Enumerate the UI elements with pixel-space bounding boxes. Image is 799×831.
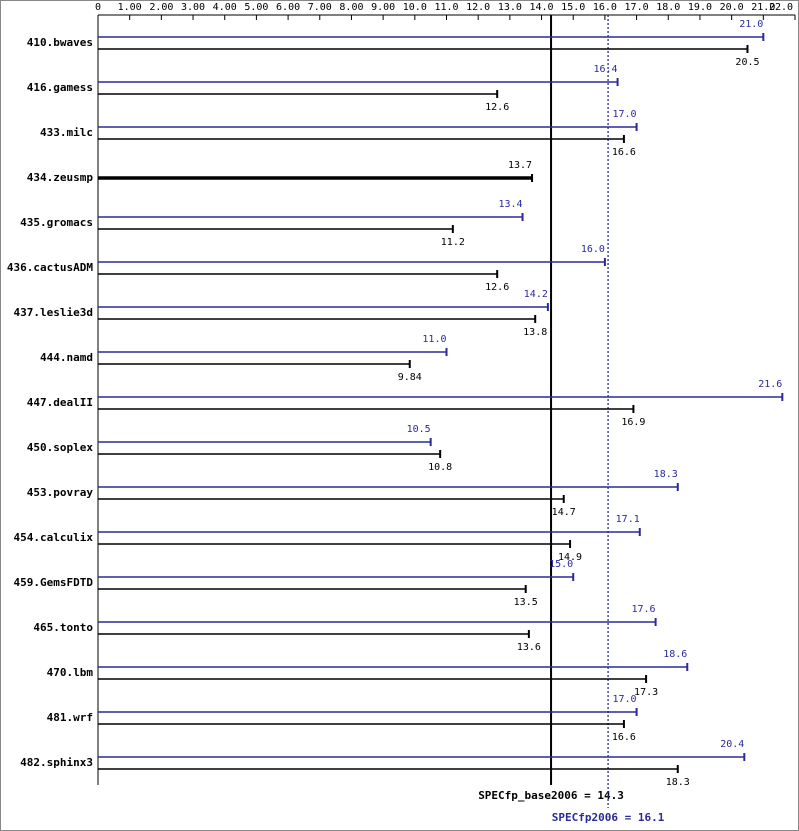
value-label: 20.4 (720, 739, 744, 750)
x-tick-label: 17.0 (625, 2, 649, 13)
category-label: 437.leslie3d (14, 306, 93, 319)
x-tick-label: 13.0 (498, 2, 522, 13)
category-label: 410.bwaves (27, 36, 93, 49)
x-tick-label: 11.0 (434, 2, 458, 13)
value-label: 18.6 (663, 649, 687, 660)
value-label: 10.8 (428, 462, 452, 473)
value-label: 13.5 (514, 597, 538, 608)
x-tick-label: 5.00 (244, 2, 268, 13)
value-label: 16.4 (593, 64, 617, 75)
value-label: 15.0 (549, 559, 573, 570)
x-tick-label: 3.00 (181, 2, 205, 13)
value-label: 16.0 (581, 244, 605, 255)
value-label: 13.6 (517, 642, 541, 653)
x-tick-label: 21.0 (751, 2, 775, 13)
category-label: 434.zeusmp (27, 171, 94, 184)
x-tick-label: 12.0 (466, 2, 490, 13)
value-label: 18.3 (666, 777, 690, 788)
x-tick-label: 16.0 (593, 2, 617, 13)
value-label: 17.3 (634, 687, 658, 698)
x-tick-label: 14.0 (529, 2, 553, 13)
category-label: 459.GemsFDTD (14, 576, 94, 589)
category-label: 481.wrf (47, 711, 93, 724)
value-label: 10.5 (407, 424, 431, 435)
value-label: 14.9 (558, 552, 582, 563)
reference-label: SPECfp2006 = 16.1 (552, 811, 665, 824)
category-label: 435.gromacs (20, 216, 93, 229)
x-tick-label: 8.00 (339, 2, 363, 13)
x-tick-label: 2.00 (149, 2, 173, 13)
category-label: 454.calculix (14, 531, 94, 544)
category-label: 436.cactusADM (7, 261, 93, 274)
category-label: 416.gamess (27, 81, 93, 94)
category-label: 470.lbm (47, 666, 94, 679)
x-tick-label: 0 (95, 2, 101, 13)
category-label: 447.dealII (27, 396, 93, 409)
x-tick-label: 9.00 (371, 2, 395, 13)
category-label: 433.milc (40, 126, 93, 139)
value-label: 9.84 (398, 372, 422, 383)
value-label: 20.5 (735, 57, 759, 68)
value-label: 11.2 (441, 237, 465, 248)
value-label: 13.8 (523, 327, 547, 338)
x-tick-label: 6.00 (276, 2, 300, 13)
value-label: 21.6 (758, 379, 782, 390)
x-tick-label: 22.0 (769, 2, 793, 13)
x-tick-label: 7.00 (308, 2, 332, 13)
value-label: 21.0 (739, 19, 763, 30)
category-label: 482.sphinx3 (20, 756, 93, 769)
value-label: 12.6 (485, 282, 509, 293)
x-tick-label: 18.0 (656, 2, 680, 13)
value-label: 13.4 (498, 199, 522, 210)
value-label: 16.9 (621, 417, 645, 428)
value-label: 11.0 (422, 334, 446, 345)
value-label: 14.7 (552, 507, 576, 518)
category-label: 453.povray (27, 486, 94, 499)
x-tick-label: 15.0 (561, 2, 585, 13)
x-tick-label: 10.0 (403, 2, 427, 13)
x-tick-label: 20.0 (720, 2, 744, 13)
category-label: 465.tonto (33, 621, 93, 634)
category-label: 444.namd (40, 351, 93, 364)
value-label: 16.6 (612, 732, 636, 743)
value-label: 13.7 (508, 160, 532, 171)
value-label: 17.6 (632, 604, 656, 615)
x-tick-label: 1.00 (118, 2, 142, 13)
value-label: 17.1 (616, 514, 640, 525)
value-label: 17.0 (612, 109, 636, 120)
value-label: 18.3 (654, 469, 678, 480)
category-label: 450.soplex (27, 441, 94, 454)
reference-label: SPECfp_base2006 = 14.3 (478, 789, 624, 802)
value-label: 16.6 (612, 147, 636, 158)
value-label: 17.0 (612, 694, 636, 705)
value-label: 14.2 (524, 289, 548, 300)
x-tick-label: 4.00 (213, 2, 237, 13)
value-label: 12.6 (485, 102, 509, 113)
x-tick-label: 19.0 (688, 2, 712, 13)
